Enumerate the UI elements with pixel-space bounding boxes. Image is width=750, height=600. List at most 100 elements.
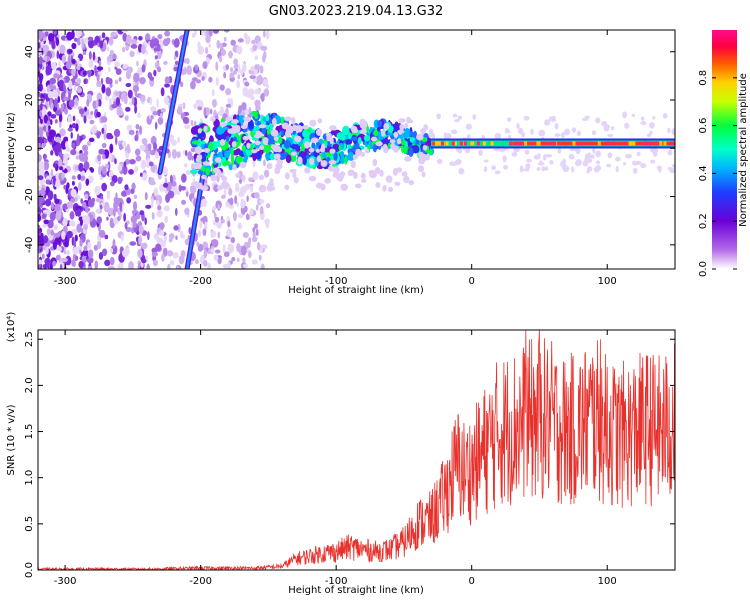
noise-blob — [65, 61, 72, 69]
band-halo — [379, 169, 384, 177]
line-halo — [498, 148, 506, 152]
noise-blob — [114, 61, 120, 68]
noise-blob — [44, 31, 49, 37]
noise-blob — [210, 248, 215, 253]
noise-blob — [79, 218, 84, 226]
noise-blob — [229, 197, 234, 206]
line-halo — [571, 127, 577, 133]
noise-blob — [82, 70, 88, 76]
noise-blob — [40, 118, 43, 125]
line-halo — [458, 167, 465, 175]
band-blob — [403, 145, 408, 155]
line-band-blob — [445, 141, 449, 146]
noise-blob — [242, 263, 248, 269]
noise-blob — [65, 255, 72, 266]
band-halo — [329, 148, 336, 154]
spectrogram-marks — [38, 30, 675, 269]
line-halo — [586, 157, 593, 164]
band-blob — [318, 138, 324, 144]
noise-blob — [173, 225, 179, 231]
band-blob — [191, 140, 200, 145]
noise-blob — [122, 249, 129, 258]
noise-blob — [173, 38, 180, 48]
line-halo — [508, 134, 512, 139]
line-band-blob — [537, 141, 541, 146]
noise-blob — [46, 228, 51, 236]
line-band-blob — [482, 141, 486, 146]
noise-blob — [38, 42, 41, 49]
noise-blob — [71, 175, 76, 180]
noise-blob — [43, 219, 49, 225]
band-blob — [372, 146, 377, 152]
line-halo — [640, 163, 647, 169]
band-halo — [310, 137, 319, 144]
band-halo — [387, 186, 394, 192]
noise-blob — [145, 204, 152, 209]
figure-title: GN03.2023.219.04.13.G32 — [269, 4, 444, 19]
noise-blob — [219, 55, 223, 63]
noise-blob — [140, 159, 147, 170]
line-halo — [483, 159, 489, 163]
band-blob — [340, 150, 345, 160]
band-halo — [381, 129, 386, 137]
noise-blob — [38, 153, 42, 162]
noise-blob — [107, 66, 111, 73]
line-halo — [431, 134, 436, 140]
line-halo — [557, 147, 562, 154]
band-halo — [370, 136, 378, 142]
noise-blob — [96, 73, 100, 82]
noise-blob — [211, 89, 215, 97]
noise-blob — [127, 89, 133, 99]
band-blob — [377, 120, 383, 128]
noise-blob — [208, 76, 213, 83]
line-halo — [571, 166, 575, 173]
noise-blob — [93, 244, 99, 251]
noise-blob — [193, 103, 198, 109]
noise-blob — [92, 51, 96, 61]
band-halo — [284, 116, 292, 122]
noise-blob — [81, 201, 87, 209]
noise-blob — [254, 223, 258, 229]
noise-blob — [88, 59, 94, 68]
band-halo — [360, 172, 366, 179]
noise-blob — [121, 30, 129, 33]
line-halo — [607, 133, 614, 138]
band-halo — [333, 168, 339, 175]
noise-blob — [76, 64, 81, 71]
noise-blob — [88, 137, 95, 143]
noise-blob — [124, 184, 129, 191]
band-halo — [290, 151, 297, 156]
noise-blob — [51, 137, 55, 145]
band-halo — [328, 159, 337, 165]
noise-blob — [122, 46, 126, 53]
line-halo — [634, 160, 642, 165]
band-halo — [315, 148, 321, 153]
noise-blob — [141, 44, 146, 55]
noise-blob — [65, 141, 69, 149]
line-halo — [560, 132, 565, 139]
band-blob — [373, 129, 379, 137]
noise-blob — [68, 99, 75, 108]
y-tick-label: 1.5 — [24, 424, 35, 440]
noise-blob — [199, 30, 207, 36]
noise-blob — [42, 209, 49, 214]
noise-blob — [66, 182, 70, 190]
line-halo — [554, 122, 559, 130]
noise-blob — [237, 213, 244, 219]
noise-blob — [101, 142, 107, 149]
noise-blob — [108, 134, 114, 140]
noise-blob — [260, 45, 268, 51]
noise-blob — [72, 253, 76, 263]
band-blob — [426, 137, 432, 147]
noise-blob — [104, 234, 109, 240]
noise-blob — [100, 116, 108, 123]
band-halo — [276, 159, 284, 165]
noise-blob — [52, 162, 57, 168]
noise-blob — [169, 260, 175, 266]
noise-blob — [218, 256, 222, 262]
noise-blob — [114, 90, 120, 97]
band-halo — [294, 135, 302, 143]
band-halo — [320, 160, 328, 168]
noise-blob — [154, 121, 158, 130]
noise-blob — [169, 174, 173, 184]
